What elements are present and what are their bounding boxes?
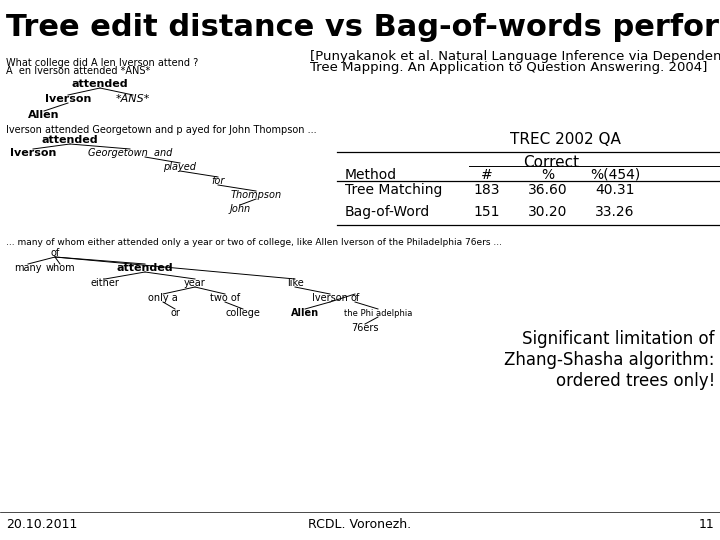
Text: Significant limitation of
Zhang-Shasha algorithm:
ordered trees only!: Significant limitation of Zhang-Shasha a…: [505, 330, 715, 389]
Text: or: or: [170, 308, 180, 318]
Text: like: like: [287, 278, 303, 288]
Text: Correct: Correct: [523, 155, 579, 170]
Text: Method: Method: [345, 168, 397, 182]
Text: attended: attended: [72, 79, 128, 89]
Text: Iverson: Iverson: [312, 293, 348, 303]
Text: [Punyakanok et al. Natural Language Inference via Dependency: [Punyakanok et al. Natural Language Infe…: [310, 50, 720, 63]
Text: college: college: [225, 308, 261, 318]
Text: Allen: Allen: [28, 110, 60, 120]
Text: *ANS*: *ANS*: [116, 94, 150, 104]
Text: many: many: [14, 263, 42, 273]
Text: Allen: Allen: [291, 308, 319, 318]
Text: 30.20: 30.20: [528, 205, 567, 219]
Text: two of: two of: [210, 293, 240, 303]
Text: either: either: [91, 278, 120, 288]
Text: ... many of whom either attended only a year or two of college, like Allen Ivers: ... many of whom either attended only a …: [6, 238, 502, 247]
Text: the Phi adelphia: the Phi adelphia: [344, 308, 412, 318]
Text: What college did A len Iverson attend ?: What college did A len Iverson attend ?: [6, 58, 198, 68]
Text: whom: whom: [45, 263, 75, 273]
Text: 40.31: 40.31: [595, 183, 635, 197]
Text: of: of: [351, 293, 359, 303]
Text: %: %: [541, 168, 554, 182]
Text: #: #: [481, 168, 493, 182]
Text: of: of: [50, 248, 60, 258]
Text: year: year: [184, 278, 206, 288]
Text: Iverson attended Georgetown and p ayed for John Thompson ...: Iverson attended Georgetown and p ayed f…: [6, 125, 317, 135]
Text: John: John: [230, 204, 251, 214]
Text: Tree Mapping. An Application to Question Answering. 2004]: Tree Mapping. An Application to Question…: [310, 61, 707, 74]
Text: Tree edit distance vs Bag-of-words performance: Tree edit distance vs Bag-of-words perfo…: [6, 13, 720, 42]
Text: 36.60: 36.60: [528, 183, 568, 197]
Text: Iverson: Iverson: [45, 94, 91, 104]
Text: Tree Matching: Tree Matching: [345, 183, 442, 197]
Text: 11: 11: [698, 518, 714, 531]
Text: attended: attended: [42, 135, 99, 145]
Text: only a: only a: [148, 293, 178, 303]
Text: attended: attended: [117, 263, 174, 273]
Text: for: for: [211, 176, 225, 186]
Text: 183: 183: [474, 183, 500, 197]
Text: 33.26: 33.26: [595, 205, 635, 219]
Text: RCDL. Voronezh.: RCDL. Voronezh.: [308, 518, 412, 531]
Text: Thompson: Thompson: [230, 190, 282, 200]
Text: A  en Iverson attended *ANS*: A en Iverson attended *ANS*: [6, 66, 150, 76]
Text: Georgetown  and: Georgetown and: [88, 148, 172, 158]
Text: TREC 2002 QA: TREC 2002 QA: [510, 132, 621, 147]
Text: Bag-of-Word: Bag-of-Word: [345, 205, 431, 219]
Text: Iverson: Iverson: [10, 148, 56, 158]
Text: 76ers: 76ers: [351, 323, 379, 333]
Text: played: played: [163, 162, 197, 172]
Text: 20.10.2011: 20.10.2011: [6, 518, 77, 531]
Text: 151: 151: [474, 205, 500, 219]
Text: %(454): %(454): [590, 168, 640, 182]
